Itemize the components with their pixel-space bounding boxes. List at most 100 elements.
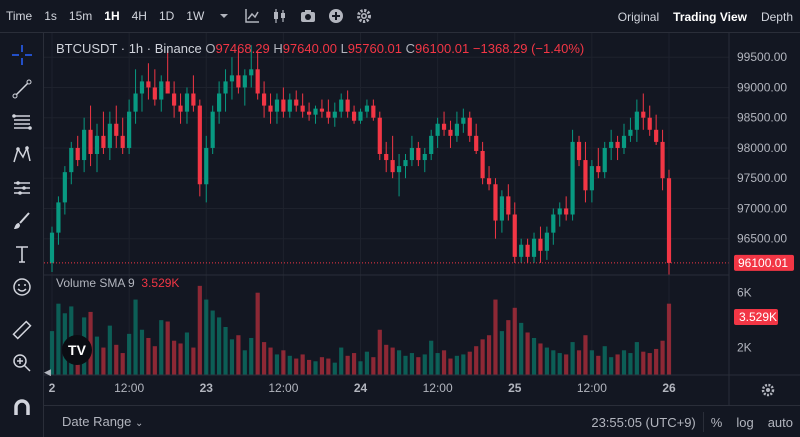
volume-label[interactable]: Volume SMA 9 [56, 276, 135, 290]
date-range-button[interactable]: Date Range ⌄ [62, 414, 143, 429]
candle-body [486, 178, 492, 185]
symbol-label[interactable]: BTCUSDT · 1h · Binance [56, 41, 202, 56]
volume-bar [538, 343, 543, 375]
candle-body [332, 111, 337, 118]
low-label: L [340, 41, 348, 56]
trend-line-icon[interactable] [8, 75, 36, 103]
volume-bar [120, 353, 125, 375]
view-trading-view[interactable]: Trading View [673, 9, 747, 24]
candle-body [287, 99, 292, 112]
candle-body [223, 81, 228, 94]
volume-bar [172, 340, 177, 375]
volume-bar [332, 362, 337, 375]
indicators-icon[interactable] [238, 0, 266, 33]
candle-body [197, 105, 202, 185]
fib-icon[interactable] [8, 108, 36, 136]
scroll-left-icon[interactable]: ◀ [44, 367, 51, 377]
price-tick-label: 97000.00 [737, 201, 787, 215]
date-range-label: Date Range [62, 414, 132, 429]
percent-toggle[interactable]: % [710, 414, 723, 430]
volume-bar [107, 325, 112, 375]
text-icon[interactable] [8, 240, 36, 268]
volume-bar [133, 299, 138, 375]
candle-body [538, 238, 543, 251]
add-icon[interactable] [322, 0, 350, 33]
settings-icon[interactable] [350, 0, 378, 33]
volume-badge-value: 3.529K [739, 310, 777, 324]
time-tick-label: 24 [354, 381, 368, 395]
volume-bar [512, 307, 517, 375]
interval-1s[interactable]: 1s [44, 9, 57, 23]
candle-body [127, 111, 132, 148]
candle-body [184, 93, 190, 112]
volume-bar [480, 339, 485, 375]
log-toggle[interactable]: log [736, 414, 754, 430]
candle-body [133, 93, 138, 112]
candle-body [609, 141, 614, 148]
candle-body [262, 93, 267, 106]
volume-bar [345, 355, 350, 375]
volume-bar [287, 355, 292, 375]
zoom-icon[interactable] [8, 349, 36, 377]
volume-bar [364, 351, 370, 375]
volume-bar [184, 332, 190, 375]
candle-body [576, 141, 582, 161]
volume-bar [609, 357, 614, 375]
interval-1d[interactable]: 1D [158, 9, 175, 23]
time-tick-label: 26 [662, 381, 676, 395]
crosshair-icon[interactable] [8, 41, 36, 69]
volume-bar [467, 351, 472, 375]
volume-bar [204, 299, 209, 375]
candle-body [570, 141, 575, 215]
interval-1w[interactable]: 1W [186, 9, 205, 23]
candle-body [165, 81, 170, 94]
view-original[interactable]: Original [617, 9, 660, 24]
candle-body [557, 208, 562, 215]
pattern-icon[interactable] [8, 141, 36, 169]
prediction-icon[interactable] [8, 174, 36, 202]
chart-area[interactable]: 99500.00 99000.00 98500.00 98000.00 97500.00… [44, 33, 800, 437]
candle-body [390, 160, 395, 173]
view-depth[interactable]: Depth [760, 9, 793, 24]
interval-15m[interactable]: 15m [68, 9, 93, 23]
emoji-icon[interactable] [8, 273, 36, 301]
low-value: 95760.01 [347, 41, 403, 56]
candle-body [294, 99, 299, 106]
candle-style-icon[interactable] [266, 0, 294, 33]
volume-bar [589, 350, 594, 375]
volume-bar [377, 329, 382, 375]
candle-body [461, 117, 466, 124]
time-tick-label: 12:00 [423, 381, 453, 395]
candle-body [654, 129, 659, 142]
volume-bar [660, 340, 665, 375]
candle-body [525, 244, 530, 257]
candle-body [583, 160, 588, 191]
candle-body [506, 196, 511, 215]
brush-icon[interactable] [8, 207, 36, 235]
candle-body [602, 147, 607, 173]
change-value: −1368.29 (−1.40%) [472, 41, 585, 56]
volume-bar [493, 299, 498, 375]
volume-bar [557, 353, 562, 375]
candle-body [666, 178, 672, 263]
price-tick-label: 96500.00 [737, 232, 787, 246]
time-label[interactable]: Time [6, 9, 33, 23]
candle-body [429, 135, 434, 154]
volume-bar [114, 344, 119, 375]
candle-body [300, 105, 305, 112]
volume-bar [531, 337, 537, 375]
ruler-icon[interactable] [8, 316, 36, 344]
interval-1h[interactable]: 1H [104, 9, 120, 23]
volume-bar [326, 358, 331, 375]
candlestick-chart[interactable]: 99500.00 99000.00 98500.00 98000.00 97500.00… [44, 33, 800, 405]
camera-icon[interactable] [294, 0, 322, 33]
interval-4h[interactable]: 4H [131, 9, 147, 23]
candle-body [172, 93, 177, 106]
candle-body [512, 214, 517, 257]
auto-toggle[interactable]: auto [767, 414, 793, 430]
candle-body [236, 75, 241, 88]
scale-settings-icon[interactable] [761, 383, 775, 397]
chevron-down-icon[interactable] [210, 0, 238, 33]
volume-bar [403, 355, 408, 375]
magnet-icon[interactable] [8, 394, 36, 422]
